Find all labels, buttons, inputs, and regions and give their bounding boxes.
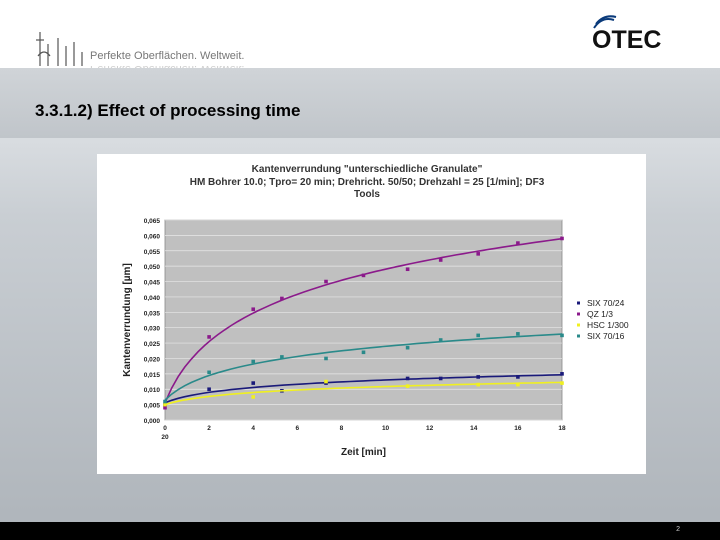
data-point	[324, 379, 328, 384]
page-title: 3.3.1.2) Effect of processing time	[35, 101, 301, 120]
data-point	[405, 345, 410, 350]
title-band	[0, 68, 720, 138]
legend-label-1: SIX 70/24	[587, 298, 625, 308]
x-tick-label: 18	[558, 425, 566, 432]
brand-text: OTEC	[592, 26, 661, 54]
y-tick-label: 0,020	[144, 356, 161, 363]
legend-marker-2	[577, 312, 580, 316]
y-tick-label: 0,045	[144, 280, 161, 287]
y-tick-label: 0,055	[144, 249, 161, 256]
data-point	[560, 381, 564, 385]
data-point	[280, 355, 284, 359]
data-point	[251, 395, 256, 399]
y-tick-label: 0,015	[144, 372, 161, 379]
data-point	[476, 252, 480, 256]
y-tick-label: 0,050	[144, 264, 161, 271]
data-point	[560, 236, 564, 241]
data-point	[516, 375, 520, 379]
x-tick-label: 4	[251, 425, 255, 432]
x-tick-label: 2	[207, 425, 211, 432]
data-point	[324, 279, 328, 284]
data-point	[324, 356, 328, 361]
data-point	[251, 307, 256, 312]
data-point	[251, 359, 256, 364]
x-tick-label: 14	[470, 425, 478, 432]
data-point	[163, 402, 167, 407]
x-tick-label: 16	[514, 425, 522, 432]
data-point	[251, 381, 256, 385]
data-point	[405, 267, 410, 272]
data-point	[476, 333, 480, 338]
data-point	[163, 405, 167, 410]
footer-bar: 2	[0, 522, 720, 540]
data-point	[438, 338, 443, 342]
x-tick-label: 8	[340, 425, 344, 432]
data-point	[560, 372, 564, 376]
data-point	[516, 241, 520, 245]
trend-line-1	[164, 374, 563, 404]
y-tick-label: 0,035	[144, 310, 161, 317]
data-point	[560, 333, 564, 338]
y-tick-label: 0,060	[144, 233, 161, 240]
tagline: Perfekte Oberflächen. Weltweit.	[90, 50, 245, 62]
y-tick-label: 0,005	[144, 403, 161, 410]
trend-line-3	[164, 381, 563, 406]
y-tick-label: 0,025	[144, 341, 161, 348]
y-tick-label: 0,040	[144, 295, 161, 302]
legend-marker-3	[577, 323, 580, 327]
x-tick-label: 10	[382, 425, 390, 432]
data-point	[361, 273, 366, 278]
data-point	[163, 399, 167, 404]
data-point	[516, 382, 520, 387]
chart-title-line-2: HM Bohrer 10.0; Tpro= 20 min; Drehricht.…	[189, 176, 545, 188]
legend-marker-4	[577, 334, 580, 338]
chart: Kantenverrundung "unterschiedliche Granu…	[97, 154, 646, 474]
company-emblem-icon	[36, 32, 83, 66]
data-point	[476, 375, 480, 379]
legend-marker-1	[577, 301, 580, 305]
x-tick-label: 6	[296, 425, 300, 432]
legend-label-2: QZ 1/3	[587, 309, 613, 319]
x-tick-label: 12	[426, 425, 434, 432]
chart-title-line-1: Kantenverrundung "unterschiedliche Granu…	[251, 164, 483, 175]
y-tick-label: 0,065	[144, 218, 161, 225]
data-point	[438, 376, 443, 381]
y-axis-label: Kantenverrundung [µm]	[122, 263, 133, 377]
y-tick-label: 0,000	[144, 418, 161, 425]
y-tick-label: 0,030	[144, 326, 161, 333]
data-point	[476, 382, 480, 387]
chart-plot: 0,000 0,005 0,010 0,015 0,020 0,025 0,030 0,035…	[122, 218, 629, 458]
legend-label-4: SIX 70/16	[587, 331, 625, 341]
data-point	[516, 332, 520, 336]
header: Perfekte Oberflächen. Weltweit. Perfekte…	[0, 0, 720, 75]
x-axis-label: Zeit [min]	[341, 447, 386, 458]
data-point	[280, 296, 284, 301]
data-point	[361, 350, 366, 355]
otec-logo: OTEC	[592, 15, 661, 54]
data-point	[405, 376, 410, 381]
data-point	[405, 384, 410, 388]
y-tick-label: 0,010	[144, 387, 161, 394]
legend-label-3: HSC 1/300	[587, 320, 629, 330]
data-point	[207, 387, 211, 392]
chart-title: Kantenverrundung "unterschiedliche Granu…	[157, 164, 577, 202]
page-number: 2	[676, 526, 680, 533]
x-tick-label: 0	[163, 425, 167, 432]
x-tick-label-extra: 20	[161, 434, 169, 441]
chart-title-line-3: Tools	[354, 189, 380, 200]
data-point	[438, 258, 443, 262]
data-point	[207, 370, 211, 375]
data-point	[207, 335, 211, 339]
trend-line-4	[164, 333, 563, 401]
